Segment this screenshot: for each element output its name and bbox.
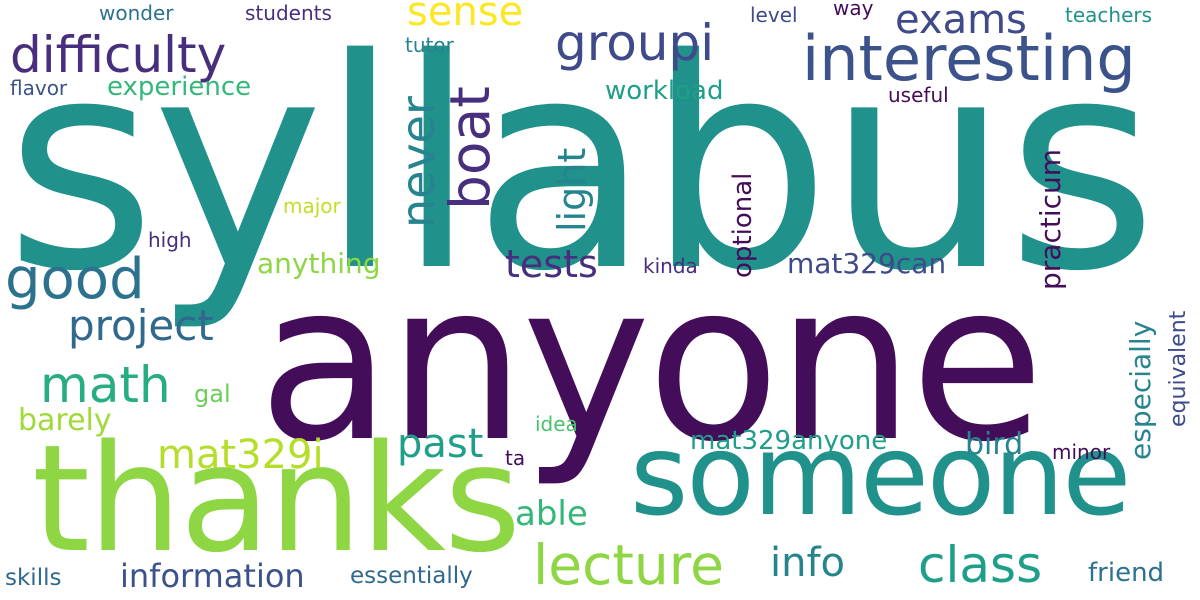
word-especially: especially [1124, 320, 1157, 460]
word-interesting: interesting [802, 22, 1136, 95]
word-minor: minor [1052, 440, 1111, 464]
word-sense: sense [407, 0, 524, 35]
word-optional: optional [728, 172, 758, 278]
word-wonder: wonder [99, 1, 174, 25]
word-ta: ta [505, 446, 526, 470]
word-someone: someone [630, 411, 1131, 541]
word-equivalent: equivalent [1166, 310, 1191, 427]
word-tutor: tutor [405, 33, 454, 57]
word-gal: gal [194, 380, 231, 408]
word-students: students [245, 1, 332, 25]
word-friend: friend [1088, 558, 1165, 588]
word-experience: experience [107, 72, 252, 102]
word-difficulty: difficulty [10, 26, 227, 84]
word-past: past [397, 421, 484, 467]
word-exams: exams [895, 0, 1027, 43]
word-skills: skills [5, 565, 62, 591]
word-major: major [283, 194, 341, 218]
word-teachers: teachers [1065, 3, 1153, 27]
word-mat329i: mat329i [157, 432, 324, 478]
word-anyone: anyone [258, 237, 1044, 490]
word-way: way [833, 0, 874, 20]
word-able: able [515, 494, 588, 534]
word-practicum: practicum [1034, 148, 1067, 290]
word-useful: useful [888, 83, 949, 107]
word-math: math [40, 356, 171, 414]
word-lecture: lecture [533, 533, 725, 597]
word-mat329can: mat329can [787, 247, 947, 280]
word-kinda: kinda [643, 254, 698, 278]
word-mat329anyone: mat329anyone [690, 426, 888, 456]
word-light: light [550, 147, 594, 232]
word-syllabus: syllabus [5, 0, 1158, 335]
word-thanks: thanks [32, 413, 521, 585]
word-project: project [68, 301, 214, 350]
word-workload: workload [605, 76, 724, 106]
word-high: high [148, 228, 192, 252]
word-class: class [918, 536, 1043, 594]
word-barely: barely [18, 403, 112, 438]
word-anything: anything [257, 247, 381, 280]
word-tests: tests [505, 242, 598, 286]
word-idea: idea [535, 412, 578, 436]
word-never: never [391, 96, 445, 228]
word-good: good [5, 247, 145, 312]
word-essentially: essentially [350, 563, 473, 589]
word-flavor: flavor [10, 76, 68, 100]
word-bird: bird [965, 427, 1024, 462]
word-groupi: groupi [555, 14, 715, 72]
word-boat: boat [438, 86, 502, 210]
word-level: level [750, 3, 798, 27]
word-info: info [770, 540, 846, 586]
word-information: information [120, 557, 305, 595]
